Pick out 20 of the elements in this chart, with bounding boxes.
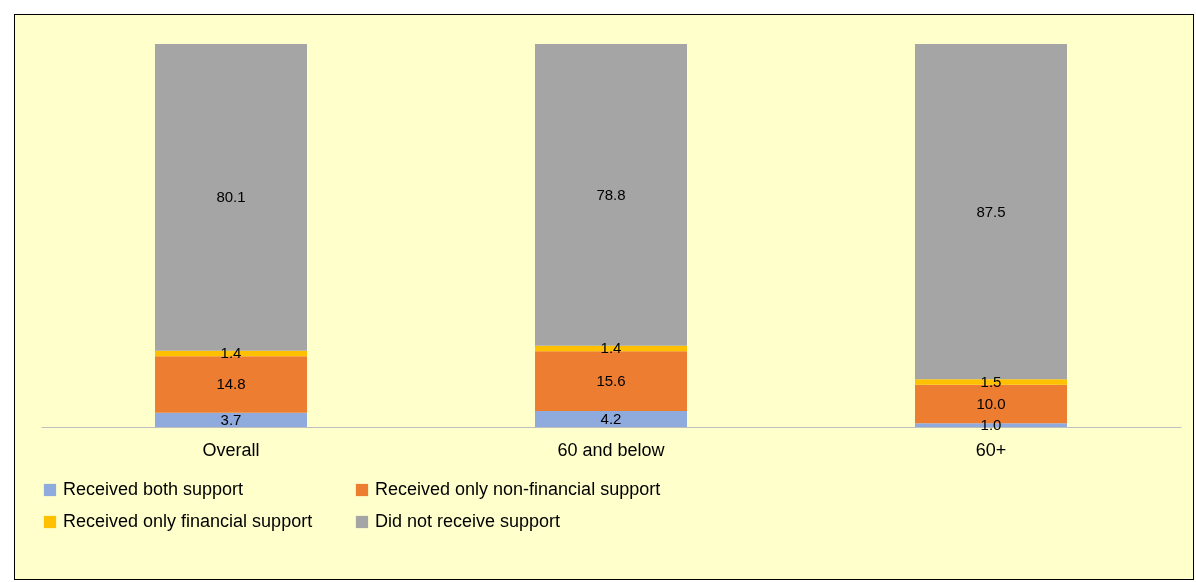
bar — [155, 412, 307, 427]
legend-label: Did not receive support — [375, 511, 561, 531]
data-label: 3.7 — [220, 410, 242, 428]
data-label: 10.0 — [976, 395, 1006, 413]
data-label: 14.8 — [216, 375, 246, 393]
bar — [155, 356, 307, 413]
x-tick-label: 60+ — [975, 439, 1007, 460]
x-tick-label: Overall — [202, 439, 260, 460]
data-label: 78.8 — [596, 185, 626, 203]
legend-label: Received only financial support — [63, 511, 313, 531]
x-tick-label: 60 and below — [557, 439, 666, 460]
data-label: 4.2 — [600, 409, 622, 427]
legend-label: Received only non-financial support — [375, 479, 661, 499]
legend-label: Received both support — [63, 479, 244, 499]
data-label: 80.1 — [216, 188, 246, 206]
bar — [535, 410, 687, 427]
data-label: 15.6 — [596, 372, 626, 390]
data-label: 87.5 — [976, 202, 1006, 220]
bar — [915, 379, 1067, 385]
bar — [535, 351, 687, 411]
